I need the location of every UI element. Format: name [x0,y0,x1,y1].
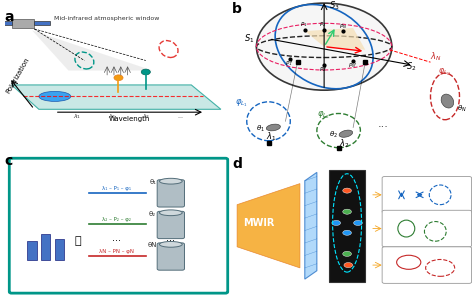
FancyBboxPatch shape [157,243,184,270]
Text: $P_1$: $P_1$ [300,20,307,29]
Text: $\varphi_{L_2}$: $\varphi_{L_2}$ [317,110,330,121]
Text: θN: θN [148,242,157,248]
Circle shape [256,3,392,90]
Circle shape [344,263,353,268]
Ellipse shape [339,130,353,137]
Polygon shape [34,21,50,25]
Polygon shape [41,234,50,260]
Ellipse shape [39,91,71,101]
Text: $\lambda_3$: $\lambda_3$ [142,112,150,121]
Text: $P_N$': $P_N$' [348,61,358,70]
Polygon shape [305,172,317,279]
Polygon shape [27,241,36,260]
Text: $\varphi_{L_N}$: $\varphi_{L_N}$ [438,66,450,78]
Text: ...: ... [166,234,175,243]
Polygon shape [305,28,365,50]
Polygon shape [55,239,64,260]
FancyBboxPatch shape [382,247,472,283]
FancyBboxPatch shape [9,158,228,293]
Text: ...: ... [177,114,183,119]
Text: 🔓: 🔓 [74,237,81,246]
Text: Polarization: Polarization [5,56,30,94]
Polygon shape [237,184,300,268]
Text: $S_1$: $S_1$ [245,33,255,45]
Text: Wavelength: Wavelength [109,116,151,122]
Polygon shape [0,21,11,25]
FancyBboxPatch shape [382,176,472,213]
Text: c: c [5,154,13,168]
Text: $P_N$: $P_N$ [338,22,347,31]
Ellipse shape [159,242,182,247]
Text: $\varphi_{L_1}$: $\varphi_{L_1}$ [235,97,247,109]
Ellipse shape [266,124,280,131]
Text: λ₁ – P₁ – φ₁: λ₁ – P₁ – φ₁ [102,186,131,191]
Circle shape [343,251,351,256]
Text: $P_2$': $P_2$' [319,65,328,74]
Text: $\theta_2$: $\theta_2$ [329,130,338,140]
FancyBboxPatch shape [157,211,184,239]
Text: ...: ... [377,120,388,129]
Text: θ₁: θ₁ [149,179,156,185]
Circle shape [141,69,150,75]
Text: λ₂ – P₂ – φ₂: λ₂ – P₂ – φ₂ [102,217,131,222]
Ellipse shape [159,178,182,184]
Text: $\lambda_2$: $\lambda_2$ [108,112,116,121]
Text: $P_1$': $P_1$' [285,59,294,68]
Text: $\lambda_N$: $\lambda_N$ [430,50,442,62]
Circle shape [354,220,362,225]
Text: $\theta_N$: $\theta_N$ [457,103,467,114]
Text: λN – PN – φN: λN – PN – φN [99,249,134,254]
Circle shape [343,188,351,193]
Text: $\lambda_2$: $\lambda_2$ [338,137,349,150]
FancyBboxPatch shape [382,210,472,247]
Text: d: d [232,157,242,171]
Polygon shape [11,19,34,28]
Text: a: a [5,10,14,24]
Ellipse shape [159,210,182,216]
Text: MWIR: MWIR [243,218,274,228]
Text: $\lambda_1$: $\lambda_1$ [73,112,82,121]
Circle shape [114,75,123,81]
Text: ...: ... [112,234,121,243]
Circle shape [332,220,340,225]
Text: b: b [232,1,242,16]
Text: $S_3$: $S_3$ [329,0,339,13]
Text: $\lambda_1$: $\lambda_1$ [266,131,276,144]
Circle shape [343,230,351,235]
Text: $S_2$: $S_2$ [406,61,417,74]
Text: $\theta_1$: $\theta_1$ [256,123,265,134]
Text: θ₂: θ₂ [149,210,156,217]
Text: $P_2$: $P_2$ [319,20,327,29]
Circle shape [343,209,351,214]
Text: Mid-infrared atmospheric window: Mid-infrared atmospheric window [55,16,160,21]
Ellipse shape [441,94,454,108]
Polygon shape [32,30,153,71]
Polygon shape [11,85,221,109]
FancyBboxPatch shape [157,180,184,207]
Polygon shape [329,170,365,282]
